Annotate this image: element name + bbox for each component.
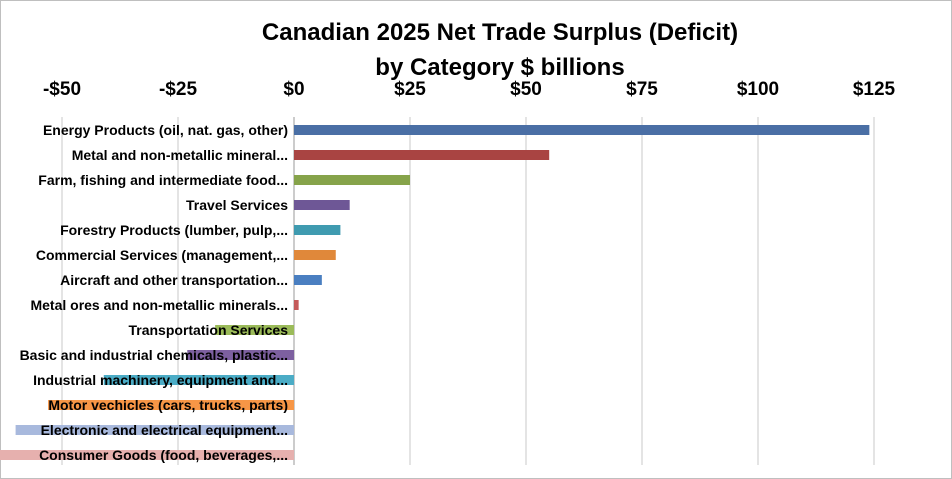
bar (294, 175, 410, 185)
x-tick-label: $75 (626, 79, 658, 100)
x-tick-label: -$25 (159, 79, 197, 100)
category-label: Transportation Services (128, 322, 288, 338)
bar (294, 250, 336, 260)
bar (294, 200, 350, 210)
category-label: Motor vechicles (cars, trucks, parts) (48, 397, 288, 413)
x-tick-label: -$50 (43, 79, 81, 100)
category-label: Electronic and electrical equipment... (41, 422, 288, 438)
bar (294, 275, 322, 285)
category-label: Travel Services (186, 197, 288, 213)
bar (294, 300, 299, 310)
chart-title: Canadian 2025 Net Trade Surplus (Deficit… (261, 19, 739, 46)
bar (294, 150, 550, 160)
bar (187, 350, 294, 360)
chart-subtitle: by Category $ billions (375, 54, 625, 81)
bar (215, 325, 294, 335)
category-label: Metal ores and non-metallic minerals... (30, 297, 288, 313)
bar (0, 450, 294, 460)
category-labels: Energy Products (oil, nat. gas, other) Me… (20, 122, 289, 463)
x-tick-label: $0 (283, 79, 304, 100)
category-label: Aircraft and other transportation... (60, 272, 288, 288)
bar (15, 425, 294, 435)
category-label: Metal and non-metallic mineral... (72, 147, 288, 163)
bar (48, 400, 294, 410)
category-label: Industrial machinery, equipment and... (33, 372, 288, 388)
bars (0, 125, 870, 460)
category-label: Forestry Products (lumber, pulp,... (60, 222, 288, 238)
x-tick-label: $125 (853, 79, 896, 100)
bar (103, 375, 294, 385)
x-tick-label: $50 (510, 79, 542, 100)
x-tick-label: $25 (394, 79, 426, 100)
x-tick-label: $100 (737, 79, 779, 100)
bar (294, 225, 341, 235)
category-label: Energy Products (oil, nat. gas, other) (43, 122, 288, 138)
category-label: Basic and industrial chemicals, plastic.… (20, 347, 288, 363)
x-axis-ticks: -$75-$50-$25$0$25$50$75$100$125$150 (43, 79, 896, 100)
category-label: Commercial Services (management,... (36, 247, 288, 263)
category-label: Consumer Goods (food, beverages,... (39, 447, 288, 463)
category-label: Farm, fishing and intermediate food... (38, 172, 288, 188)
bar (294, 125, 870, 135)
